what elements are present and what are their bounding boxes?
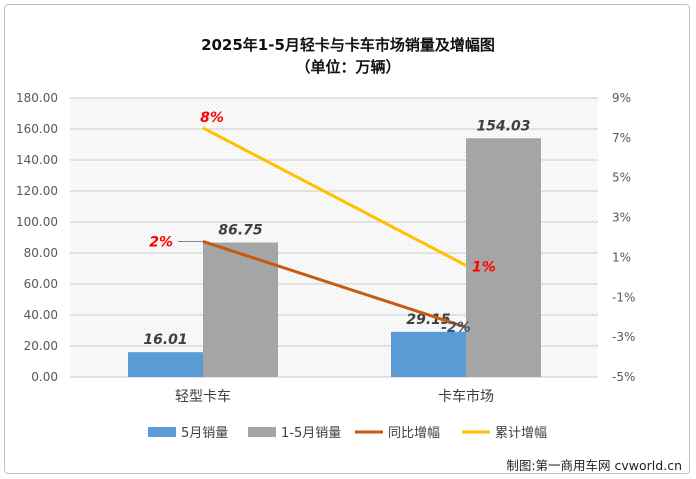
right-axis-tick: 1% (612, 250, 631, 264)
chart-credit: 制图:第一商用车网 cvworld.cn (506, 458, 682, 473)
right-axis-tick: -5% (612, 370, 635, 384)
chart-frame (4, 4, 690, 474)
left-axis-tick: 160.00 (16, 122, 58, 136)
line-yoy (202, 240, 467, 329)
left-axis-tick: 20.00 (24, 339, 58, 353)
legend-label: 同比增幅 (388, 426, 440, 441)
chart-subtitle: （单位：万辆） (295, 58, 401, 76)
category-label: 卡车市场 (438, 388, 494, 405)
right-axis-tick: -3% (612, 330, 635, 344)
bar-data-label: 29.15 (406, 312, 451, 328)
legend-label: 1-5月销量 (281, 426, 341, 441)
bar-ytd (466, 138, 541, 377)
line-data-label: 8% (200, 110, 224, 126)
left-axis-tick: 120.00 (16, 184, 58, 198)
bar-data-label: 86.75 (218, 223, 263, 239)
bar-data-label: 154.03 (476, 118, 530, 134)
right-axis-tick: 7% (612, 131, 631, 145)
chart-title: 2025年1-5月轻卡与卡车市场销量及增幅图 (201, 36, 495, 54)
line-data-label: 1% (472, 259, 496, 275)
legend-swatch (248, 427, 276, 437)
left-axis-tick: 100.00 (16, 215, 58, 229)
bar-ytd (203, 242, 278, 377)
right-axis-tick: 5% (612, 171, 631, 185)
category-label: 轻型卡车 (175, 388, 231, 405)
legend-label: 累计增幅 (495, 426, 547, 441)
line-data-label: -2% (441, 320, 471, 336)
line-cumulative (202, 126, 467, 267)
left-axis-tick: 40.00 (24, 308, 58, 322)
bar-data-label: 16.01 (143, 332, 187, 348)
bar-may (128, 352, 203, 377)
right-axis-tick: -1% (612, 290, 635, 304)
right-axis-tick: 3% (612, 211, 631, 225)
left-axis-tick: 0.00 (31, 370, 58, 384)
left-axis-tick: 140.00 (16, 153, 58, 167)
left-axis-tick: 80.00 (24, 246, 58, 260)
legend-swatch (148, 427, 176, 437)
bar-may (391, 331, 466, 377)
legend-label: 5月销量 (181, 426, 228, 441)
chart-title-block: 2025年1-5月轻卡与卡车市场销量及增幅图 （单位：万辆） (0, 34, 696, 78)
left-axis-tick: 180.00 (16, 91, 58, 105)
right-axis-tick: 9% (612, 91, 631, 105)
line-data-label: 2% (149, 234, 173, 250)
left-axis-tick: 60.00 (24, 277, 58, 291)
